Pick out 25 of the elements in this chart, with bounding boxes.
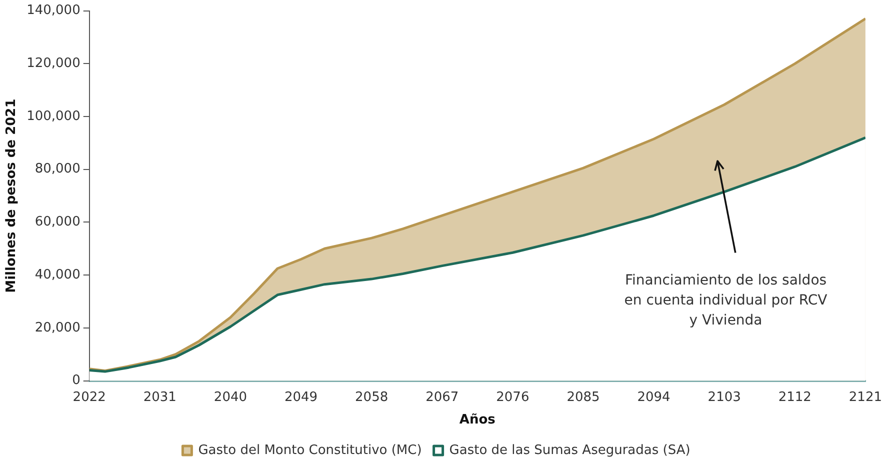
x-tick-label: 2103 bbox=[708, 390, 741, 405]
x-tick-label: 2031 bbox=[143, 390, 176, 405]
y-tick-label: 120,000 bbox=[26, 56, 80, 72]
x-tick-label: 2049 bbox=[284, 390, 318, 405]
x-tick-label: 2121 bbox=[848, 390, 882, 405]
annotation: Financiamiento de los saldos en cuenta individual por RCV y Vivienda bbox=[624, 272, 828, 329]
legend-label: Gasto de las Sumas Aseguradas (SA) bbox=[449, 442, 690, 458]
x-tick-label: 2058 bbox=[355, 390, 388, 405]
x-tick-label: 2040 bbox=[214, 390, 248, 405]
y-tick-label: 140,000 bbox=[26, 3, 80, 18]
x-tick-label: 2094 bbox=[637, 390, 670, 405]
y-tick-label: 20,000 bbox=[34, 320, 80, 336]
y-tick-label: 60,000 bbox=[34, 214, 80, 230]
y-tick-label: 0 bbox=[72, 373, 80, 388]
x-tick-label: 2112 bbox=[778, 390, 812, 405]
legend-label: Gasto del Monto Constitutivo (MC) bbox=[198, 442, 422, 458]
y-tick-label: 40,000 bbox=[34, 267, 80, 282]
y-tick-label: 80,000 bbox=[34, 162, 80, 177]
x-tick-label: 2085 bbox=[566, 390, 600, 405]
y-tick-label: 100,000 bbox=[26, 108, 80, 124]
x-tick-label: 2022 bbox=[72, 390, 106, 405]
y-axis-title: Millones de pesos de 2021 bbox=[4, 98, 20, 293]
x-tick-label: 2067 bbox=[426, 390, 459, 405]
x-axis-title: Años bbox=[459, 412, 496, 428]
x-tick-label: 2076 bbox=[496, 390, 530, 405]
